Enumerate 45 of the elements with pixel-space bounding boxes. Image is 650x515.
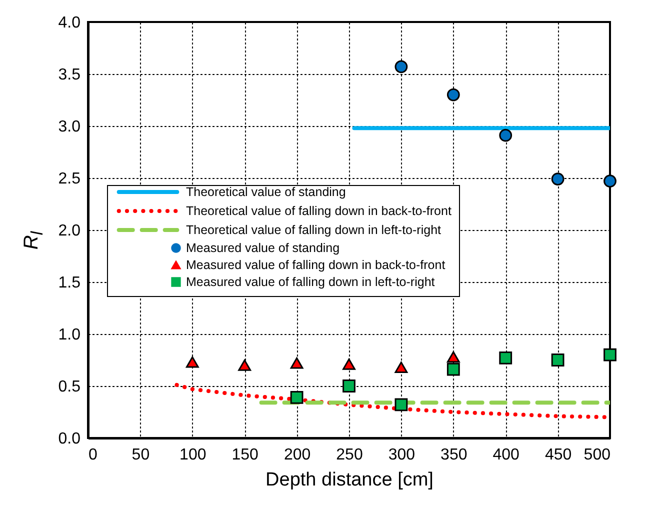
point: [604, 174, 616, 188]
y-tick-label: 1.0: [58, 326, 81, 344]
x-tick-label: 200: [284, 446, 311, 464]
legend-label: Theoretical value of falling down in left-to-right: [186, 223, 442, 237]
x-tick-label: 500: [584, 446, 611, 464]
legend-label: Measured value of falling down in back-to-front: [186, 258, 446, 272]
x-axis-title: Depth distance [cm]: [266, 470, 434, 490]
point: [394, 60, 408, 74]
legend-label: Measured value of falling down in left-to-right: [186, 275, 436, 289]
x-tick-label: 0: [88, 446, 98, 464]
x-tick-label: 150: [232, 446, 259, 464]
point: [604, 348, 616, 362]
y-tick-label: 3.5: [58, 66, 81, 84]
x-tick-label: 450: [544, 446, 572, 464]
x-tick-label: 250: [336, 446, 363, 464]
x-tick-label: 300: [388, 446, 416, 464]
y-tick-label: 2.5: [58, 170, 81, 188]
point: [290, 390, 304, 404]
y-tick-label: 3.0: [58, 118, 81, 136]
x-tick-label: 350: [440, 446, 468, 464]
point: [186, 356, 199, 368]
y-tick-label: 1.5: [58, 274, 81, 292]
point: [446, 351, 460, 363]
legend-label: Measured value of standing: [186, 241, 340, 255]
point: [342, 380, 356, 392]
point: [394, 362, 408, 373]
x-tick-label: 50: [132, 446, 150, 464]
point: [446, 362, 460, 376]
y-tick-label: 4.0: [58, 14, 81, 32]
y-tick-label: 0.5: [58, 378, 81, 396]
point: [342, 358, 356, 370]
point: [238, 360, 252, 371]
x-tick-label: 100: [180, 446, 206, 464]
point: [290, 357, 304, 369]
point: [551, 172, 564, 186]
point: [394, 398, 408, 412]
point: [551, 354, 564, 366]
y-tick-label: 0.0: [58, 430, 81, 448]
y-tick-label: 2.0: [58, 222, 81, 240]
point: [499, 128, 512, 142]
legend-label: Theoretical value of falling down in back-to-front: [186, 204, 452, 218]
point: [499, 351, 512, 364]
x-tick-label: 400: [492, 446, 520, 464]
point: [446, 88, 460, 102]
legend-label: Theoretical value of standing: [186, 185, 346, 199]
